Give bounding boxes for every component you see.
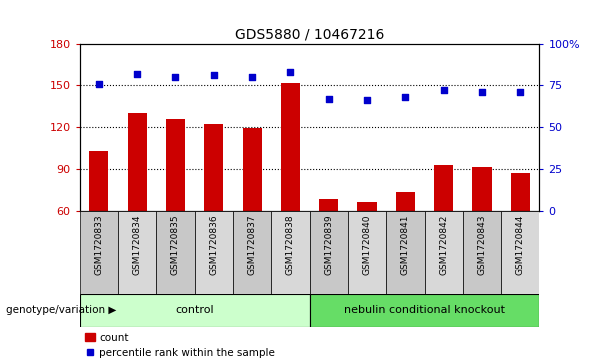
Text: control: control xyxy=(175,305,214,315)
Title: GDS5880 / 10467216: GDS5880 / 10467216 xyxy=(235,27,384,41)
Text: GSM1720838: GSM1720838 xyxy=(286,215,295,276)
Bar xyxy=(195,211,233,294)
Text: GSM1720834: GSM1720834 xyxy=(132,215,142,275)
Text: nebulin conditional knockout: nebulin conditional knockout xyxy=(344,305,505,315)
Point xyxy=(132,71,142,77)
Bar xyxy=(434,165,453,211)
Bar xyxy=(473,167,492,211)
Text: GSM1720833: GSM1720833 xyxy=(94,215,104,276)
Bar xyxy=(310,211,348,294)
Point xyxy=(286,69,295,75)
Point xyxy=(362,97,372,103)
Bar xyxy=(424,211,463,294)
Point xyxy=(324,96,333,102)
Bar xyxy=(281,82,300,211)
Bar xyxy=(386,211,424,294)
Text: GSM1720842: GSM1720842 xyxy=(439,215,448,275)
Point xyxy=(209,72,219,78)
Bar xyxy=(348,211,386,294)
Bar xyxy=(204,124,223,211)
Point xyxy=(516,89,525,95)
Point xyxy=(400,94,410,100)
Bar xyxy=(511,173,530,211)
Text: GSM1720837: GSM1720837 xyxy=(248,215,257,276)
Point xyxy=(247,74,257,80)
Bar xyxy=(319,199,338,211)
Point xyxy=(477,89,487,95)
Text: GSM1720840: GSM1720840 xyxy=(362,215,371,275)
Text: genotype/variation ▶: genotype/variation ▶ xyxy=(6,305,116,315)
Bar xyxy=(501,211,539,294)
Bar xyxy=(80,294,310,327)
Text: GSM1720841: GSM1720841 xyxy=(401,215,410,275)
Text: GSM1720835: GSM1720835 xyxy=(171,215,180,276)
Text: GSM1720836: GSM1720836 xyxy=(209,215,218,276)
Text: GSM1720839: GSM1720839 xyxy=(324,215,333,276)
Text: GSM1720843: GSM1720843 xyxy=(478,215,487,275)
Legend: count, percentile rank within the sample: count, percentile rank within the sample xyxy=(85,333,275,358)
Bar xyxy=(156,211,195,294)
Point xyxy=(439,87,449,93)
Bar xyxy=(271,211,310,294)
Bar xyxy=(310,294,539,327)
Bar xyxy=(89,151,109,211)
Bar xyxy=(243,129,262,211)
Bar xyxy=(166,119,185,211)
Point xyxy=(94,81,104,86)
Bar xyxy=(80,211,118,294)
Point xyxy=(170,74,180,80)
Bar xyxy=(357,202,376,211)
Bar xyxy=(463,211,501,294)
Bar xyxy=(128,113,147,211)
Bar xyxy=(233,211,271,294)
Bar xyxy=(396,192,415,211)
Text: GSM1720844: GSM1720844 xyxy=(516,215,525,275)
Bar xyxy=(118,211,156,294)
